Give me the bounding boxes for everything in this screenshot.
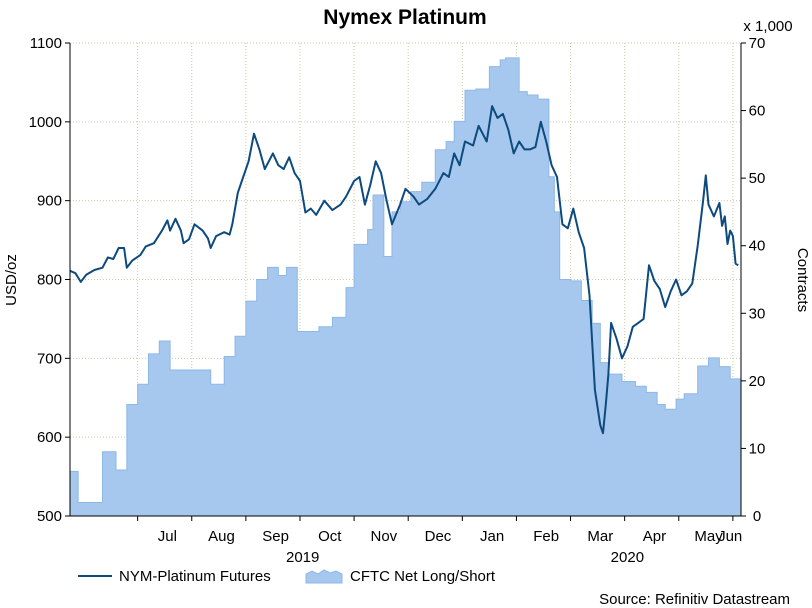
left-tick-label: 1100 <box>30 35 62 52</box>
right-tick-label: 20 <box>749 373 766 390</box>
x-month-label: Jan <box>480 528 504 545</box>
left-tick-label: 500 <box>37 508 62 525</box>
right-tick-label: 30 <box>749 305 766 322</box>
platinum-line-layer <box>69 105 739 435</box>
right-axis-unit-label: x 1,000 <box>743 18 792 35</box>
left-tick-label: 800 <box>37 272 62 289</box>
chart-title: Nymex Platinum <box>323 6 486 29</box>
right-axis-ticks: 0 10 20 30 40 50 60 70 <box>741 35 765 525</box>
right-tick-label: 10 <box>749 440 766 457</box>
x-month-label: Jul <box>158 528 177 545</box>
right-tick-label: 0 <box>753 508 761 525</box>
right-tick-label: 40 <box>749 238 766 255</box>
x-year-label: 2019 <box>286 549 319 566</box>
cftc-net-area <box>69 57 742 517</box>
x-month-label: Apr <box>643 528 666 545</box>
left-tick-label: 1000 <box>29 114 62 131</box>
legend-area-swatch <box>305 569 343 584</box>
legend-label-platinum: NYM-Platinum Futures <box>119 568 271 585</box>
x-month-label: Aug <box>208 528 235 545</box>
left-tick-label: 700 <box>37 350 62 367</box>
left-tick-label: 600 <box>37 429 62 446</box>
right-tick-label: 70 <box>749 35 766 52</box>
x-month-label: Oct <box>318 528 342 545</box>
legend-label-cftc: CFTC Net Long/Short <box>350 568 496 585</box>
x-month-label: May <box>694 528 723 545</box>
right-tick-label: 60 <box>749 103 766 120</box>
left-axis-label: USD/oz <box>3 254 20 306</box>
cftc-area-layer <box>69 57 742 517</box>
x-month-label: Sep <box>262 528 289 545</box>
x-month-label: Dec <box>425 528 452 545</box>
x-month-label: Nov <box>371 528 398 545</box>
x-year-label: 2020 <box>611 549 644 566</box>
right-tick-label: 50 <box>749 170 766 187</box>
x-month-label: Feb <box>533 528 559 545</box>
legend: NYM-Platinum Futures CFTC Net Long/Short <box>78 568 496 585</box>
left-tick-label: 900 <box>37 193 62 210</box>
x-month-label: Jun <box>718 528 742 545</box>
plot-area <box>69 42 742 517</box>
source-note: Source: Refinitiv Datastream <box>599 591 790 608</box>
platinum-price-line <box>69 105 739 435</box>
left-axis-ticks: 500 600 700 800 900 1000 1100 <box>29 35 70 525</box>
x-month-label: Mar <box>587 528 613 545</box>
right-axis-label: Contracts <box>794 248 811 312</box>
